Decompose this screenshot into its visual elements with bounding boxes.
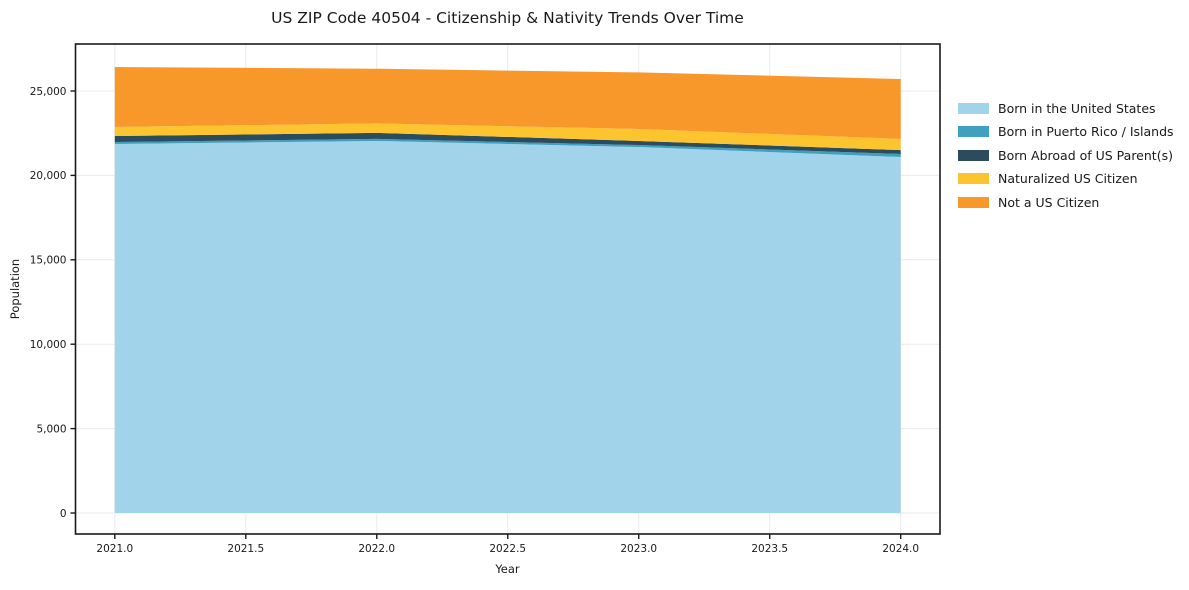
y-tick-label: 25,000: [30, 86, 67, 98]
area-series-0: [114, 140, 901, 513]
legend-swatch-icon: [958, 102, 989, 114]
legend-label: Naturalized US Citizen: [998, 171, 1138, 187]
legend-label: Not a US Citizen: [998, 194, 1100, 210]
legend: Born in the United States Born in Puerto …: [958, 101, 1174, 210]
x-tick-label: 2024.0: [882, 543, 919, 555]
x-tick-label: 2023.0: [620, 543, 657, 555]
chart-title: US ZIP Code 40504 - Citizenship & Nativi…: [271, 9, 744, 27]
x-tick-label: 2022.5: [489, 543, 526, 555]
area-series-1: [114, 138, 901, 157]
legend-item-4: Not a US Citizen: [958, 195, 1174, 210]
legend-swatch-icon: [958, 149, 989, 161]
legend-item-0: Born in the United States: [958, 101, 1174, 116]
x-tick-label: 2022.0: [358, 543, 395, 555]
area-series-4: [114, 67, 901, 139]
legend-label: Born Abroad of US Parent(s): [998, 147, 1173, 163]
area-series-2: [114, 132, 901, 154]
legend-swatch-icon: [958, 126, 989, 138]
x-tick-label: 2021.0: [96, 543, 133, 555]
legend-item-1: Born in Puerto Rico / Islands: [958, 124, 1174, 140]
y-tick-label: 0: [60, 508, 67, 520]
x-tick-label: 2021.5: [227, 543, 264, 555]
legend-item-2: Born Abroad of US Parent(s): [958, 148, 1174, 163]
y-tick-label: 15,000: [30, 255, 67, 267]
y-tick-label: 20,000: [30, 170, 67, 182]
x-tick-label: 2023.5: [751, 543, 788, 555]
legend-swatch-icon: [958, 173, 989, 185]
y-tick-label: 10,000: [30, 339, 67, 351]
x-axis-label: Year: [495, 562, 520, 576]
y-tick-label: 5,000: [36, 423, 66, 435]
legend-label: Born in the United States: [998, 100, 1156, 116]
legend-item-3: Naturalized US Citizen: [958, 171, 1174, 187]
legend-swatch-icon: [958, 196, 989, 208]
area-series-3: [114, 123, 901, 151]
legend-label: Born in Puerto Rico / Islands: [998, 124, 1174, 140]
